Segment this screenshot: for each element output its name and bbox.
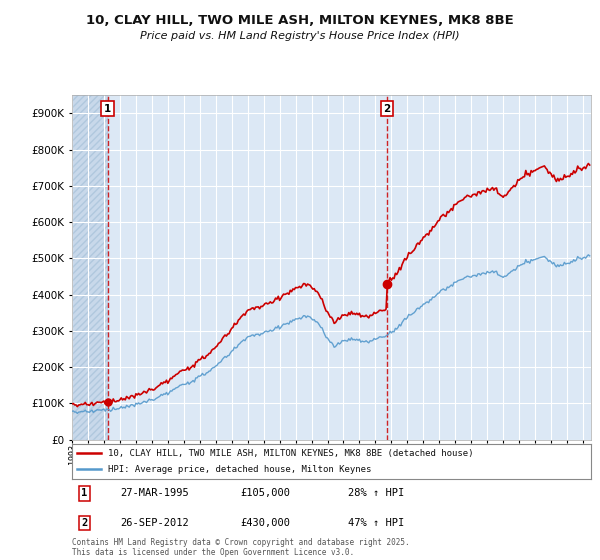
Text: £105,000: £105,000 xyxy=(240,488,290,498)
Text: 10, CLAY HILL, TWO MILE ASH, MILTON KEYNES, MK8 8BE (detached house): 10, CLAY HILL, TWO MILE ASH, MILTON KEYN… xyxy=(109,449,474,458)
Text: 27-MAR-1995: 27-MAR-1995 xyxy=(120,488,189,498)
Text: 1: 1 xyxy=(104,104,111,114)
Text: 10, CLAY HILL, TWO MILE ASH, MILTON KEYNES, MK8 8BE: 10, CLAY HILL, TWO MILE ASH, MILTON KEYN… xyxy=(86,14,514,27)
Text: HPI: Average price, detached house, Milton Keynes: HPI: Average price, detached house, Milt… xyxy=(109,465,372,474)
Text: 2: 2 xyxy=(81,518,87,528)
Text: £430,000: £430,000 xyxy=(240,518,290,528)
Text: Contains HM Land Registry data © Crown copyright and database right 2025.
This d: Contains HM Land Registry data © Crown c… xyxy=(72,538,410,557)
Text: 1: 1 xyxy=(81,488,87,498)
Text: 2: 2 xyxy=(383,104,391,114)
Text: 26-SEP-2012: 26-SEP-2012 xyxy=(120,518,189,528)
Bar xyxy=(72,95,107,440)
Text: Price paid vs. HM Land Registry's House Price Index (HPI): Price paid vs. HM Land Registry's House … xyxy=(140,31,460,41)
Text: 28% ↑ HPI: 28% ↑ HPI xyxy=(348,488,404,498)
Text: 47% ↑ HPI: 47% ↑ HPI xyxy=(348,518,404,528)
